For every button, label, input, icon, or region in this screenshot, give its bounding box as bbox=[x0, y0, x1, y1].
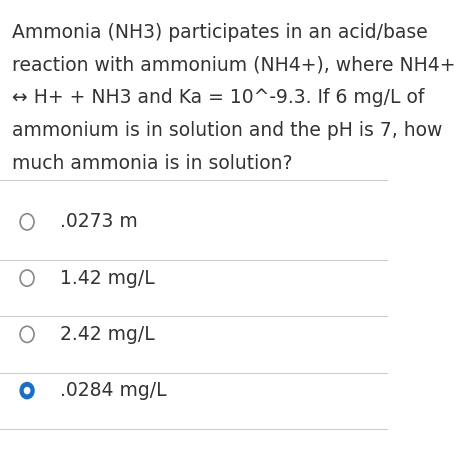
Text: reaction with ammonium (NH4+), where NH4+: reaction with ammonium (NH4+), where NH4… bbox=[11, 55, 455, 74]
Circle shape bbox=[20, 326, 34, 342]
Text: 1.42 mg/L: 1.42 mg/L bbox=[60, 269, 155, 288]
Text: .0273 m: .0273 m bbox=[60, 212, 138, 231]
Circle shape bbox=[20, 382, 34, 399]
Circle shape bbox=[25, 387, 30, 394]
Text: Ammonia (NH3) participates in an acid/base: Ammonia (NH3) participates in an acid/ba… bbox=[11, 22, 428, 41]
Text: much ammonia is in solution?: much ammonia is in solution? bbox=[11, 154, 292, 173]
Text: ↔ H+ + NH3 and Ka = 10^-9.3. If 6 mg/L of: ↔ H+ + NH3 and Ka = 10^-9.3. If 6 mg/L o… bbox=[11, 88, 424, 107]
Text: 2.42 mg/L: 2.42 mg/L bbox=[60, 325, 155, 344]
Circle shape bbox=[20, 214, 34, 230]
Circle shape bbox=[20, 270, 34, 286]
Text: .0284 mg/L: .0284 mg/L bbox=[60, 381, 166, 400]
Text: ammonium is in solution and the pH is 7, how: ammonium is in solution and the pH is 7,… bbox=[11, 121, 442, 140]
